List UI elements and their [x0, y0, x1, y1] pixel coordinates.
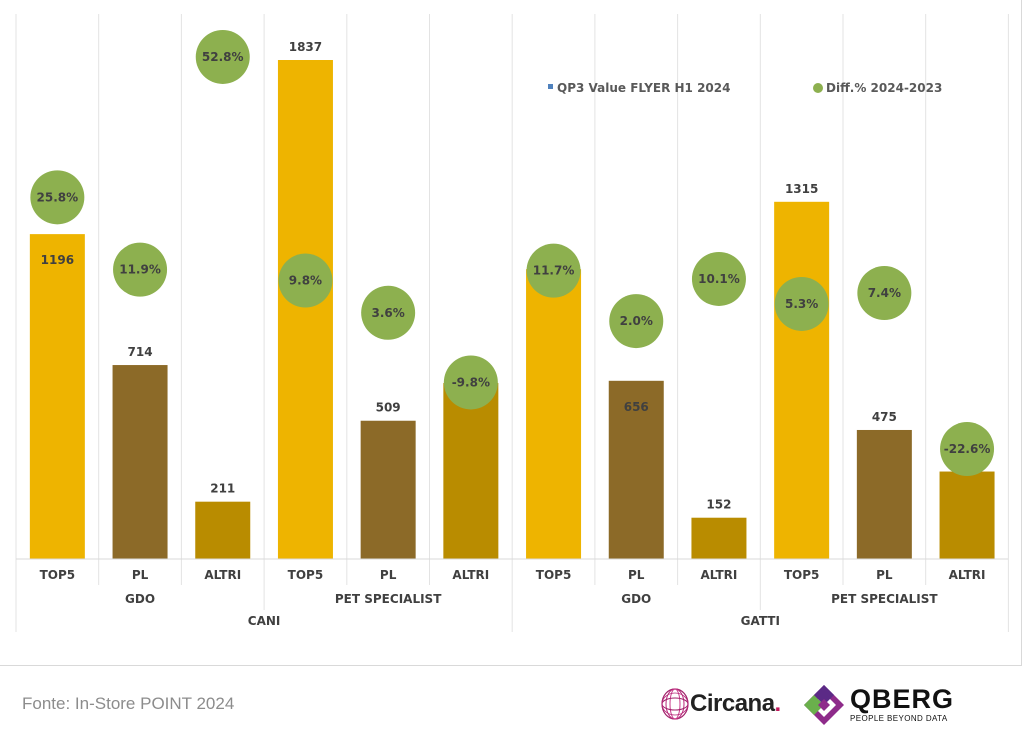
bar-top5	[774, 201, 830, 559]
bar-value-label: 714	[128, 345, 153, 359]
diff-marker	[361, 285, 416, 340]
bar-series	[29, 60, 995, 559]
species-labels: CANI GATTI	[248, 614, 780, 628]
diff-label: 3.6%	[372, 306, 405, 320]
category-label: TOP5	[536, 568, 572, 582]
group-label: GDO	[125, 592, 155, 606]
bar-top5	[29, 234, 85, 559]
group-label: PET SPECIALIST	[831, 592, 938, 606]
diff-label: -9.8%	[452, 375, 490, 389]
bar-value-label: 211	[210, 482, 235, 496]
category-label: TOP5	[40, 568, 76, 582]
bar-altri	[939, 471, 995, 559]
bar-pl	[112, 365, 168, 559]
diff-label: 7.4%	[868, 286, 901, 300]
qberg-diamond-icon	[804, 685, 844, 725]
diff-label: 11.7%	[533, 264, 575, 278]
category-labels: TOP5 PL ALTRI TOP5 PL ALTRI TOP5 PL ALTRI TOP5 PL A…	[40, 568, 986, 582]
diff-marker	[691, 251, 746, 306]
category-label: ALTRI	[452, 568, 489, 582]
diff-label: 5.3%	[785, 297, 818, 311]
species-label: CANI	[248, 614, 281, 628]
diff-marker	[278, 253, 333, 308]
diff-label: 2.0%	[620, 314, 653, 328]
qberg-tagline: PEOPLE BEYOND DATA	[850, 714, 948, 723]
bar-value-label: 1315	[785, 182, 818, 196]
bar-value-label: 509	[376, 401, 401, 415]
legend-marker-swatch	[813, 83, 823, 93]
group-labels: GDO PET SPECIALIST GDO PET SPECIALIST	[125, 592, 938, 606]
diff-marker	[526, 243, 581, 298]
diff-markers	[30, 29, 995, 477]
bar-altri	[443, 382, 499, 559]
diff-label: 52.8%	[202, 50, 244, 64]
legend-bar-label: QP3 Value FLYER H1 2024	[557, 81, 730, 95]
qberg-logo: QBERG PEOPLE BEYOND DATA	[802, 683, 962, 729]
category-label: PL	[876, 568, 893, 582]
legend-bar-swatch	[548, 84, 553, 89]
diff-marker	[609, 294, 664, 349]
category-label: ALTRI	[204, 568, 241, 582]
bar-value-label: 1837	[289, 40, 322, 54]
species-label: GATTI	[741, 614, 780, 628]
category-label: ALTRI	[949, 568, 986, 582]
diff-marker	[940, 422, 995, 477]
bar-value-label: 656	[624, 400, 649, 414]
bar-altri	[691, 517, 747, 559]
bar-top5	[526, 269, 582, 559]
diff-marker	[30, 170, 85, 225]
diff-marker	[857, 266, 912, 321]
category-label: TOP5	[288, 568, 324, 582]
group-label: PET SPECIALIST	[335, 592, 442, 606]
category-label: PL	[628, 568, 645, 582]
diff-label: -22.6%	[944, 442, 991, 456]
diff-label: 25.8%	[37, 190, 79, 204]
diff-marker	[774, 276, 829, 331]
qberg-wordmark: QBERG	[850, 684, 955, 714]
diff-labels: 25.8% 11.9% 52.8% 9.8% 3.6% -9.8% 11.7% 2.0% 10.…	[37, 50, 991, 456]
source-note: Fonte: In-Store POINT 2024	[22, 694, 235, 713]
group-label: GDO	[621, 592, 651, 606]
circana-globe-icon	[661, 688, 689, 720]
bar-value-label: 1196	[41, 253, 74, 267]
circana-wordmark: Circana.	[690, 690, 781, 717]
category-label: TOP5	[784, 568, 820, 582]
bar-value-label: 152	[706, 498, 731, 512]
bar-top5	[277, 60, 333, 559]
category-separators	[15, 14, 1009, 632]
bar-pl	[856, 429, 912, 559]
diff-label: 11.9%	[119, 263, 161, 277]
bar-altri	[195, 501, 251, 559]
bar-value-label: 475	[872, 410, 897, 424]
legend: QP3 Value FLYER H1 2024 Diff.% 2024-2023	[548, 81, 942, 95]
diff-marker	[443, 355, 498, 410]
category-label: ALTRI	[701, 568, 738, 582]
bar-pl	[360, 420, 416, 559]
diff-label: 10.1%	[698, 272, 740, 286]
diff-label: 9.8%	[289, 274, 322, 288]
bar-chart: 1196714211183750964810676561521315475322…	[15, 14, 1009, 632]
legend-marker-label: Diff.% 2024-2023	[826, 81, 942, 95]
bar-pl	[608, 380, 664, 559]
diff-marker	[113, 242, 168, 297]
category-label: PL	[132, 568, 149, 582]
chart-frame	[0, 0, 1022, 666]
category-label: PL	[380, 568, 397, 582]
diff-marker	[195, 29, 250, 84]
circana-logo: Circana.	[660, 684, 790, 724]
